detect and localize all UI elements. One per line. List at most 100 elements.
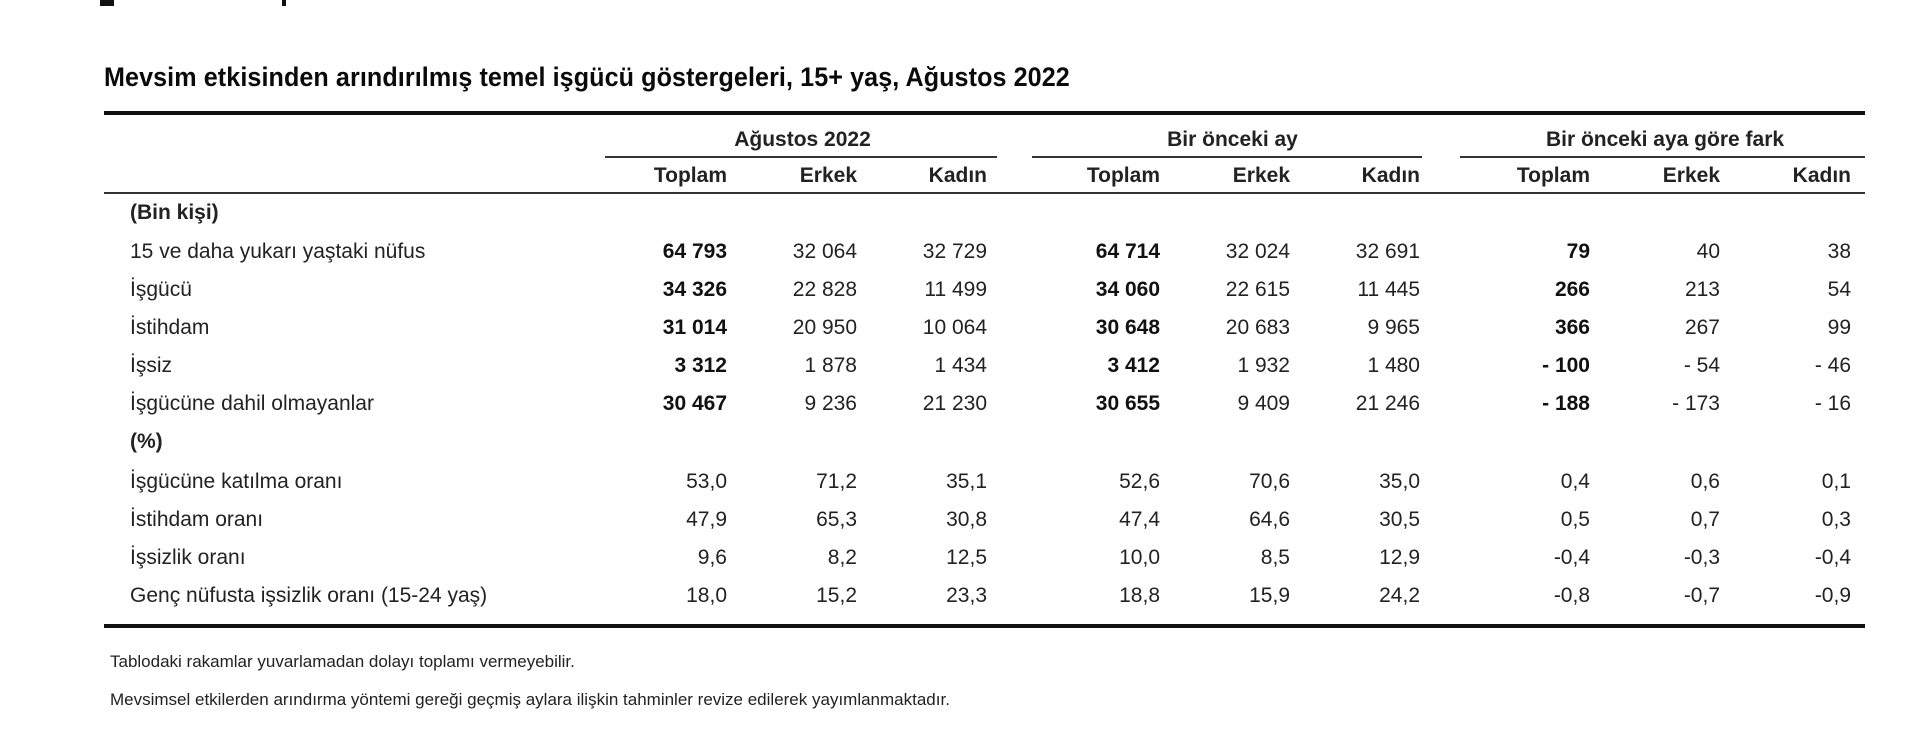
col-header-total-difference: Toplam	[1516, 164, 1590, 187]
cell: -0,8	[1553, 584, 1590, 607]
cell: 34 060	[1095, 278, 1160, 301]
cell: 3 312	[674, 354, 727, 377]
col-header-female-previous: Kadın	[1361, 164, 1420, 187]
cell: 34 326	[662, 278, 727, 301]
table-row: İşgücüne dahil olmayanlar 30 467 9 236 2…	[0, 392, 1920, 430]
cell: 99	[1827, 316, 1851, 339]
cell: 267	[1684, 316, 1720, 339]
section-header-percent: (%)	[0, 430, 1920, 468]
cell: - 16	[1814, 392, 1851, 415]
col-header-total-previous: Toplam	[1086, 164, 1160, 187]
cell: -0,9	[1814, 584, 1851, 607]
cell: 30,5	[1379, 508, 1420, 531]
cell: 8,5	[1260, 546, 1290, 569]
table-top-rule	[104, 111, 1865, 115]
table-title: Mevsim etkisinden arındırılmış temel işg…	[104, 62, 1070, 92]
cell: 35,0	[1379, 470, 1420, 493]
section-header-thousand-persons: (Bin kişi)	[0, 201, 1920, 239]
table-bottom-rule	[104, 624, 1865, 628]
table-row: 15 ve daha yukarı yaştaki nüfus 64 793 3…	[0, 240, 1920, 278]
cell: 70,6	[1249, 470, 1290, 493]
cell: -0,3	[1683, 546, 1720, 569]
cropped-heading-fragment	[100, 0, 114, 6]
cell: - 46	[1814, 354, 1851, 377]
col-header-male-difference: Erkek	[1662, 164, 1720, 187]
cell: 47,4	[1119, 508, 1160, 531]
cell: 64 793	[662, 240, 727, 263]
col-header-female-current: Kadın	[928, 164, 987, 187]
cell: 53,0	[686, 470, 727, 493]
cell: 21 246	[1355, 392, 1420, 415]
cell: 15,9	[1249, 584, 1290, 607]
cell: 1 878	[804, 354, 857, 377]
table-row: İşgücüne katılma oranı 53,0 71,2 35,1 52…	[0, 470, 1920, 508]
row-label: İstihdam	[130, 316, 210, 339]
cell: 35,1	[946, 470, 987, 493]
cell: -0,4	[1553, 546, 1590, 569]
cell: 40	[1696, 240, 1720, 263]
cell: 30,8	[946, 508, 987, 531]
cell: 32 024	[1225, 240, 1290, 263]
footnote-seasonal-revision: Mevsimsel etkilerden arındırma yöntemi g…	[110, 690, 950, 709]
cell: 11 445	[1357, 278, 1420, 301]
cell: 3 412	[1107, 354, 1160, 377]
cell: 30 467	[662, 392, 727, 415]
table-row: İşgücü 34 326 22 828 11 499 34 060 22 61…	[0, 278, 1920, 316]
cell: 31 014	[662, 316, 727, 339]
cell: - 173	[1672, 392, 1720, 415]
cell: 18,0	[686, 584, 727, 607]
cell: -0,7	[1683, 584, 1720, 607]
cell: 38	[1827, 240, 1851, 263]
cell: 9 409	[1237, 392, 1290, 415]
cell: 23,3	[946, 584, 987, 607]
cell: 71,2	[816, 470, 857, 493]
cell: 10 064	[922, 316, 987, 339]
table-row: Genç nüfusta işsizlik oranı (15-24 yaş) …	[0, 584, 1920, 622]
cell: 1 434	[934, 354, 987, 377]
cell: 0,5	[1560, 508, 1590, 531]
cell: 32 729	[922, 240, 987, 263]
cell: 0,3	[1821, 508, 1851, 531]
cell: 1 480	[1367, 354, 1420, 377]
cell: 266	[1554, 278, 1590, 301]
col-header-male-previous: Erkek	[1232, 164, 1290, 187]
cell: 0,6	[1690, 470, 1720, 493]
cell: 8,2	[827, 546, 857, 569]
cell: 12,9	[1379, 546, 1420, 569]
group-header-previous-month: Bir önceki ay	[1167, 128, 1298, 151]
cell: 12,5	[946, 546, 987, 569]
cropped-heading-fragment	[282, 0, 286, 6]
cell: 47,9	[686, 508, 727, 531]
cell: 9,6	[697, 546, 727, 569]
cell: 32 691	[1355, 240, 1420, 263]
row-label: İstihdam oranı	[130, 508, 264, 531]
cell: 0,1	[1821, 470, 1851, 493]
cell: 30 648	[1095, 316, 1160, 339]
row-label: Genç nüfusta işsizlik oranı (15-24 yaş)	[130, 584, 488, 607]
cell: 52,6	[1119, 470, 1160, 493]
cell: 65,3	[816, 508, 857, 531]
cell: 18,8	[1119, 584, 1160, 607]
row-label: İşsizlik oranı	[130, 546, 246, 569]
cell: 15,2	[816, 584, 857, 607]
group-underline-previous-month	[1032, 156, 1422, 158]
cell: 0,7	[1690, 508, 1720, 531]
group-underline-current-month	[605, 156, 997, 158]
group-underline-monthly-difference	[1460, 156, 1865, 158]
cell: 1 932	[1237, 354, 1290, 377]
cell: 9 965	[1367, 316, 1420, 339]
cell: 30 655	[1095, 392, 1160, 415]
cell: - 54	[1683, 354, 1720, 377]
cell: 20 950	[792, 316, 857, 339]
section-label: (Bin kişi)	[130, 201, 219, 224]
cell: 64 714	[1095, 240, 1160, 263]
cell: 9 236	[804, 392, 857, 415]
col-header-female-difference: Kadın	[1792, 164, 1851, 187]
cell: 366	[1554, 316, 1590, 339]
cell: 20 683	[1225, 316, 1290, 339]
table-row: İstihdam oranı 47,9 65,3 30,8 47,4 64,6 …	[0, 508, 1920, 546]
row-label: İşsiz	[130, 354, 172, 377]
cell: -0,4	[1814, 546, 1851, 569]
cell: 22 615	[1225, 278, 1290, 301]
table-row: İşsiz 3 312 1 878 1 434 3 412 1 932 1 48…	[0, 354, 1920, 392]
